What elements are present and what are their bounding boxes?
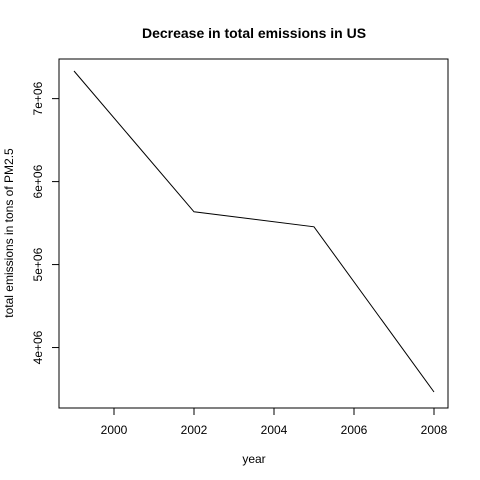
y-axis-label: total emissions in tons of PM2.5 [2,148,16,318]
y-tick-label: 5e+06 [31,247,45,281]
y-tick-label: 7e+06 [31,81,45,115]
x-tick-label: 2006 [341,423,368,437]
plot-frame [58,58,449,409]
y-tick-label: 4e+06 [31,330,45,364]
x-tick-label: 2002 [181,423,208,437]
series-line [73,70,435,393]
x-axis: 2000 2002 2004 2006 2008 [101,408,448,437]
y-tick-label: 6e+06 [31,164,45,198]
x-tick-label: 2008 [421,423,448,437]
x-axis-label: year [242,452,265,466]
x-tick-label: 2004 [261,423,288,437]
y-axis: 4e+06 5e+06 6e+06 7e+06 [31,81,59,364]
chart-title: Decrease in total emissions in US [142,25,366,41]
x-tick-label: 2000 [101,423,128,437]
